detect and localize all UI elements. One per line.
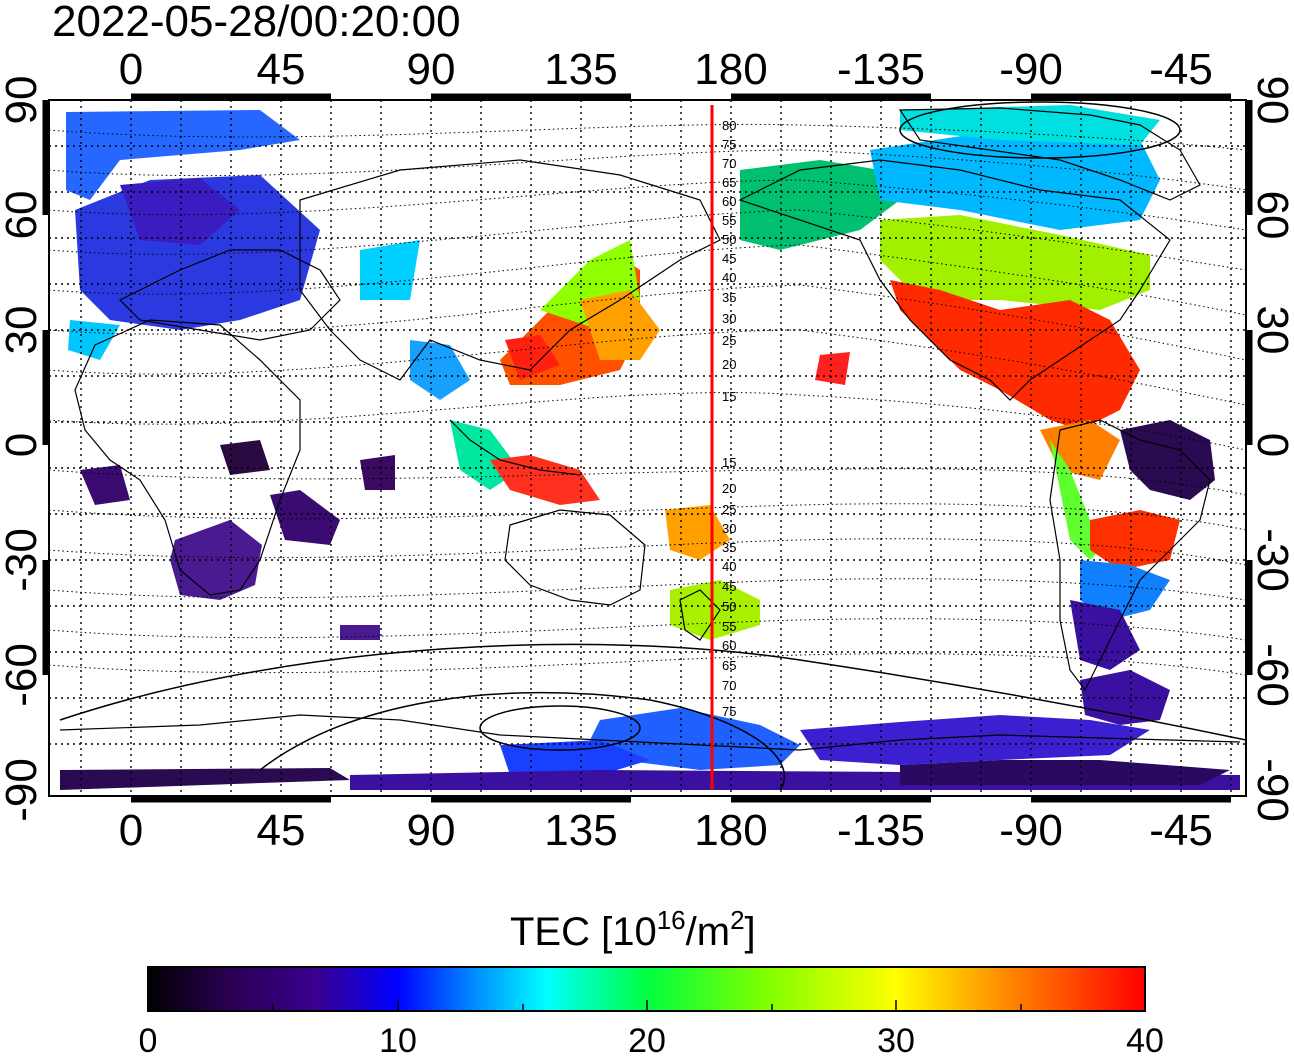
colorbar-tick-label: 20 [628,1022,666,1057]
grid-lines [49,100,1246,796]
lon-tick-label: -45 [1149,806,1213,855]
frame-tick-bars [42,93,1253,803]
zenith-label: 65 [722,658,736,673]
zenith-label: 40 [722,270,736,285]
lat-tick-label: 60 [1248,191,1294,240]
lon-tick-label: -45 [1149,45,1213,94]
zenith-label: 30 [722,521,736,536]
zenith-labels-south: 15 20 25 30 35 40 45 50 55 60 65 70 75 [722,455,736,719]
lon-tick-label: 90 [407,806,456,855]
zenith-label: 55 [722,619,736,634]
lat-tick-label: 30 [0,306,46,355]
lon-tick-label: 135 [544,806,617,855]
zenith-label: 45 [722,251,736,266]
solar-zenith-contours [49,123,1246,676]
lon-tick-label: 180 [694,806,767,855]
lon-ticks-top: 0 45 90 135 180 -135 -90 -45 [119,45,1213,94]
zenith-label: 30 [722,311,736,326]
lon-tick-label: 135 [544,45,617,94]
lon-tick-label: 180 [694,45,767,94]
lon-tick-label: 0 [119,45,143,94]
zenith-label: 35 [722,540,736,555]
tec-data-layer [60,105,1240,790]
zenith-label: 70 [722,156,736,171]
colorbar-tick-label: 0 [139,1022,158,1057]
colorbar-ticks: 0 10 20 30 40 [139,1022,1164,1057]
lon-tick-label: -90 [999,806,1063,855]
lat-tick-label: 0 [0,433,46,457]
lat-tick-label: -90 [1248,758,1294,822]
colorbar-label: TEC [1016/m2] [510,905,756,954]
lon-tick-label: 45 [257,45,306,94]
solar-zenith-solid-contours [59,101,1246,791]
zenith-label: 45 [722,579,736,594]
colorbar-tick-label: 40 [1126,1022,1164,1057]
zenith-label: 65 [722,175,736,190]
zenith-label: 60 [722,638,736,653]
zenith-labels-north: 80 75 70 65 60 55 50 45 40 35 30 25 20 1… [722,118,736,404]
zenith-label: 50 [722,599,736,614]
colorbar-tick-label: 10 [379,1022,417,1057]
zenith-label: 15 [722,455,736,470]
lat-tick-label: -60 [1248,643,1294,707]
zenith-label: 70 [722,678,736,693]
colorbar-tick-label: 30 [877,1022,915,1057]
lat-tick-label: -30 [1248,528,1294,592]
lat-tick-label: 90 [0,76,46,125]
zenith-label: 25 [722,502,736,517]
lon-tick-label: -135 [837,45,925,94]
zenith-label: 15 [722,389,736,404]
zenith-label: 40 [722,559,736,574]
zenith-label: 55 [722,213,736,228]
lat-tick-label: 0 [1248,433,1294,457]
zenith-label: 75 [722,704,736,719]
lat-tick-label: -30 [0,528,46,592]
lon-tick-label: -135 [837,806,925,855]
lat-tick-label: 90 [1248,76,1294,125]
lon-tick-label: 0 [119,806,143,855]
lon-tick-label: 90 [407,45,456,94]
colorbar-minor-ticks [272,1000,1022,1011]
map-content: 80 75 70 65 60 55 50 45 40 35 30 25 20 1… [49,100,1246,796]
zenith-label: 50 [722,232,736,247]
lat-tick-label: 60 [0,191,46,240]
lat-tick-label: -90 [0,758,46,822]
zenith-label: 60 [722,194,736,209]
zenith-label: 25 [722,333,736,348]
zenith-label: 20 [722,481,736,496]
coastlines [59,107,1241,751]
zenith-label: 80 [722,118,736,133]
lon-tick-label: -90 [999,45,1063,94]
lon-tick-label: 45 [257,806,306,855]
zenith-label: 35 [722,290,736,305]
lat-tick-label: 30 [1248,306,1294,355]
lon-ticks-bottom: 0 45 90 135 180 -135 -90 -45 [119,806,1213,855]
lat-ticks-left: 90 60 30 0 -30 -60 -90 [0,76,46,822]
lat-tick-label: -60 [0,643,46,707]
zenith-label: 20 [722,357,736,372]
map-title: 2022-05-28/00:20:00 [52,0,461,46]
lat-ticks-right: 90 60 30 0 -30 -60 -90 [1248,76,1294,822]
zenith-label: 75 [722,137,736,152]
